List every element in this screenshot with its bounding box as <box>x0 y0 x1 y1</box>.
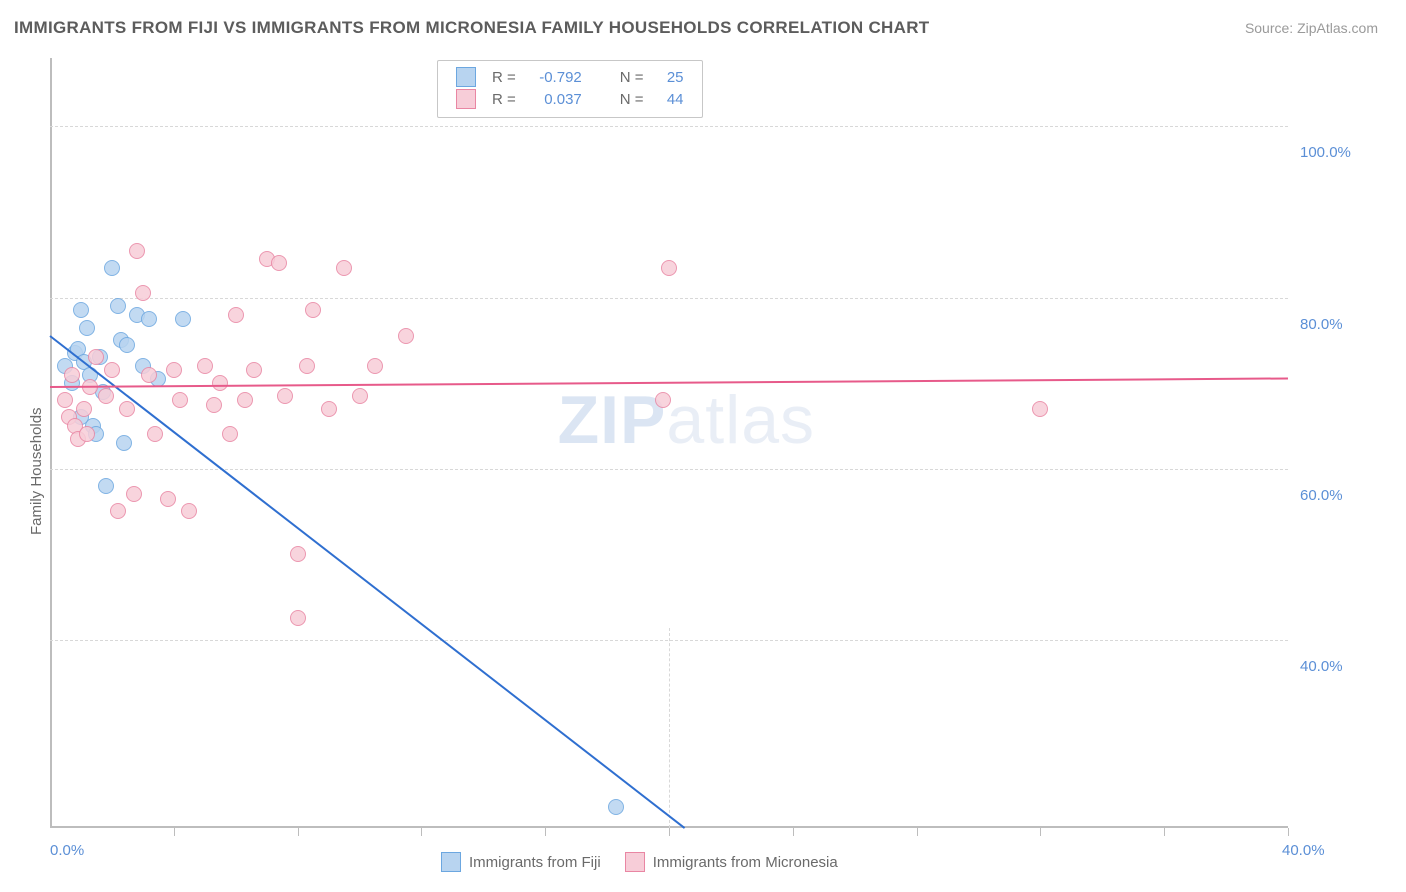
y-tick-label: 100.0% <box>1300 144 1351 161</box>
x-tick-label: 0.0% <box>50 842 84 859</box>
legend-n-value: 25 <box>652 67 690 87</box>
point-micronesia <box>290 610 306 626</box>
legend-r-value: 0.037 <box>524 89 588 109</box>
point-micronesia <box>352 388 368 404</box>
y-tick-label: 80.0% <box>1300 316 1343 333</box>
x-tick-mark <box>174 828 175 836</box>
gridline-horizontal <box>50 126 1288 127</box>
y-tick-label: 60.0% <box>1300 487 1343 504</box>
point-fiji <box>175 311 191 327</box>
legend-row: R =0.037 N =44 <box>450 89 690 109</box>
x-tick-mark <box>669 828 670 836</box>
point-micronesia <box>206 397 222 413</box>
point-fiji <box>104 260 120 276</box>
gridline-vertical <box>669 628 670 828</box>
point-fiji <box>79 320 95 336</box>
point-micronesia <box>160 491 176 507</box>
legend-swatch <box>441 852 461 872</box>
y-tick-label: 40.0% <box>1300 658 1343 675</box>
gridline-horizontal <box>50 298 1288 299</box>
point-micronesia <box>141 367 157 383</box>
point-micronesia <box>197 358 213 374</box>
point-micronesia <box>661 260 677 276</box>
legend-series-item: Immigrants from Micronesia <box>625 852 838 872</box>
legend-r-label: R = <box>486 67 522 87</box>
legend-series: Immigrants from Fiji Immigrants from Micr… <box>429 852 850 876</box>
x-tick-mark <box>1040 828 1041 836</box>
page-title: IMMIGRANTS FROM FIJI VS IMMIGRANTS FROM … <box>14 18 929 38</box>
point-micronesia <box>64 367 80 383</box>
point-fiji <box>608 799 624 815</box>
point-micronesia <box>398 328 414 344</box>
point-micronesia <box>299 358 315 374</box>
legend-series-item: Immigrants from Fiji <box>441 852 601 872</box>
legend-row: R =-0.792 N =25 <box>450 67 690 87</box>
point-micronesia <box>98 388 114 404</box>
x-tick-mark <box>917 828 918 836</box>
legend-series-label: Immigrants from Micronesia <box>653 854 838 871</box>
point-micronesia <box>336 260 352 276</box>
point-fiji <box>141 311 157 327</box>
point-micronesia <box>655 392 671 408</box>
x-tick-mark <box>298 828 299 836</box>
x-tick-mark <box>1164 828 1165 836</box>
point-micronesia <box>76 401 92 417</box>
point-micronesia <box>290 546 306 562</box>
point-micronesia <box>228 307 244 323</box>
legend-n-label: N = <box>614 89 650 109</box>
legend-n-label: N = <box>614 67 650 87</box>
legend-correlation-box: R =-0.792 N =25 R =0.037 N =44 <box>437 60 703 118</box>
legend-series-label: Immigrants from Fiji <box>469 854 601 871</box>
x-tick-label: 40.0% <box>1282 842 1325 859</box>
x-tick-mark <box>793 828 794 836</box>
x-tick-mark <box>1288 828 1289 836</box>
x-tick-mark <box>545 828 546 836</box>
gridline-horizontal <box>50 469 1288 470</box>
point-fiji <box>119 337 135 353</box>
point-micronesia <box>135 285 151 301</box>
point-micronesia <box>367 358 383 374</box>
point-micronesia <box>166 362 182 378</box>
x-tick-mark <box>421 828 422 836</box>
legend-swatch <box>625 852 645 872</box>
y-axis-label: Family Households <box>28 408 45 536</box>
point-micronesia <box>129 243 145 259</box>
legend-r-label: R = <box>486 89 522 109</box>
legend-n-value: 44 <box>652 89 690 109</box>
point-fiji <box>98 478 114 494</box>
legend-r-value: -0.792 <box>524 67 588 87</box>
point-micronesia <box>126 486 142 502</box>
legend-swatch <box>456 89 476 109</box>
point-micronesia <box>321 401 337 417</box>
legend-swatch <box>456 67 476 87</box>
source-attribution: Source: ZipAtlas.com <box>1245 20 1378 36</box>
point-micronesia <box>222 426 238 442</box>
